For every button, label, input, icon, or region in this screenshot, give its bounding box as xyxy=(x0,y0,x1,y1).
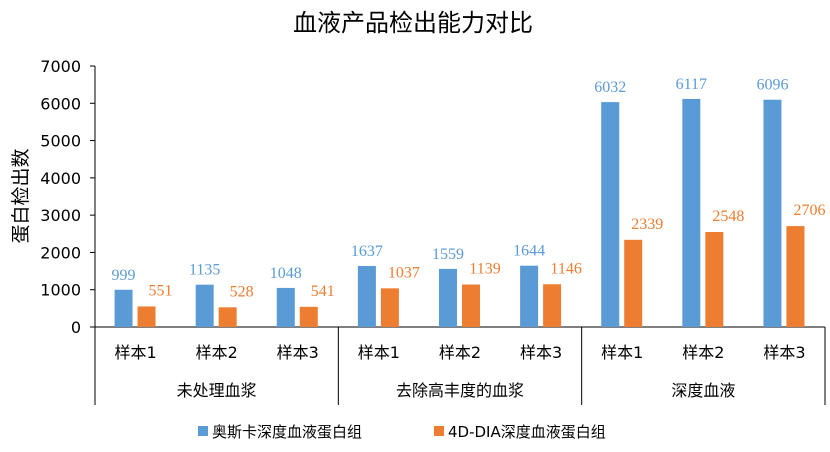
legend-label-series1: 奥斯卡深度血液蛋白组 xyxy=(212,423,362,441)
data-label-series2: 1146 xyxy=(550,260,581,277)
bar-series1 xyxy=(763,99,782,327)
data-label-series1: 6096 xyxy=(756,77,788,94)
y-tick-label: 4000 xyxy=(40,169,81,188)
data-label-series2: 1139 xyxy=(469,261,500,278)
bar-series2 xyxy=(624,239,643,327)
chart-title: 血液产品检出能力对比 xyxy=(293,9,533,37)
category-label: 样本3 xyxy=(763,343,805,362)
data-label-series1: 1644 xyxy=(513,243,545,260)
y-tick-label: 3000 xyxy=(40,206,81,225)
category-label: 样本3 xyxy=(277,343,319,362)
bar-series1 xyxy=(195,284,214,327)
bar-series2 xyxy=(462,284,480,327)
bar-series2 xyxy=(543,284,562,327)
data-label-series2: 528 xyxy=(230,283,254,300)
bar-series1 xyxy=(276,287,295,327)
group-label: 未处理血浆 xyxy=(177,381,257,400)
bar-series1 xyxy=(439,268,457,327)
bar-series2 xyxy=(380,288,399,327)
y-tick-label: 2000 xyxy=(40,243,81,262)
category-label: 样本2 xyxy=(682,343,724,362)
category-label: 样本2 xyxy=(196,343,238,362)
y-tick-label: 5000 xyxy=(40,132,81,151)
y-tick-label: 7000 xyxy=(40,57,81,76)
data-label-series2: 551 xyxy=(149,282,173,299)
y-tick-label: 0 xyxy=(71,318,81,337)
data-label-series1: 1559 xyxy=(432,246,464,263)
data-label-series2: 541 xyxy=(311,283,335,300)
bar-series2 xyxy=(705,231,724,327)
group-label: 深度血液 xyxy=(671,381,735,400)
legend-swatch-series2 xyxy=(434,426,444,436)
bar-series1 xyxy=(520,265,539,327)
data-label-series1: 1135 xyxy=(189,262,220,279)
bar-series1 xyxy=(357,265,376,327)
y-tick-label: 1000 xyxy=(40,281,81,300)
data-label-series1: 999 xyxy=(112,267,136,284)
category-label: 样本3 xyxy=(520,343,562,362)
bar-series2 xyxy=(137,306,156,327)
y-axis-label: 蛋白检出数 xyxy=(10,148,32,243)
data-label-series1: 6032 xyxy=(594,79,626,96)
data-label-series1: 6117 xyxy=(676,76,707,93)
bar-series2 xyxy=(786,226,805,327)
category-label: 样本1 xyxy=(358,343,400,362)
data-label-series1: 1048 xyxy=(270,265,302,282)
bar-series1 xyxy=(114,289,133,327)
legend-label-series2: 4D-DIA深度血液蛋白组 xyxy=(448,423,606,441)
data-label-series2: 2706 xyxy=(793,202,825,219)
data-label-series2: 2548 xyxy=(712,208,744,225)
category-label: 样本2 xyxy=(439,343,481,362)
bar-series1 xyxy=(601,102,620,327)
data-label-series1: 1637 xyxy=(351,243,383,260)
bar-series2 xyxy=(218,307,237,327)
group-label: 去除高丰度的血浆 xyxy=(396,381,524,400)
category-label: 样本1 xyxy=(114,343,156,362)
legend-swatch-series1 xyxy=(198,426,208,436)
bar-series2 xyxy=(299,306,318,327)
data-label-series2: 2339 xyxy=(631,216,663,233)
y-tick-label: 6000 xyxy=(40,94,81,113)
data-label-series2: 1037 xyxy=(388,264,420,281)
category-label: 样本1 xyxy=(601,343,643,362)
bar-series1 xyxy=(682,98,701,328)
